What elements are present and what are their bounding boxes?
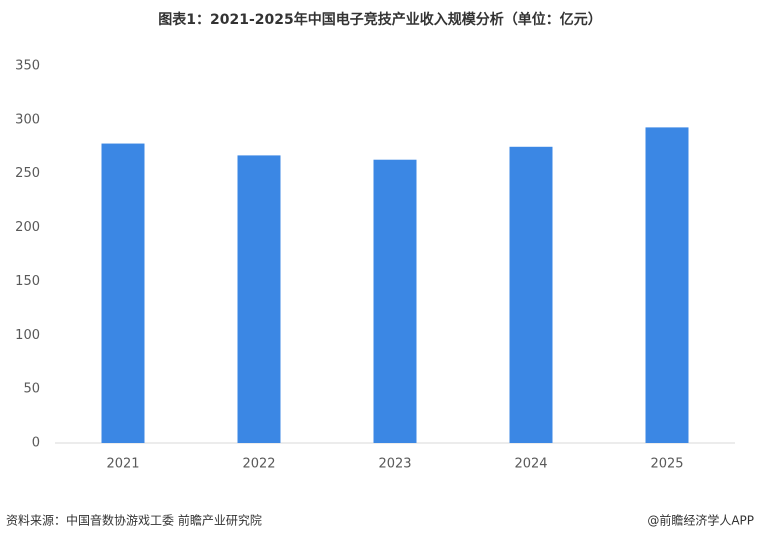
bar bbox=[101, 143, 145, 443]
bar bbox=[509, 146, 553, 444]
x-tick-label: 2021 bbox=[106, 457, 139, 472]
credit: @前瞻经济学人APP bbox=[647, 513, 754, 528]
y-tick-label: 300 bbox=[15, 112, 40, 127]
x-tick-label: 2022 bbox=[242, 457, 275, 472]
y-tick-label: 50 bbox=[23, 382, 40, 397]
y-tick-label: 100 bbox=[15, 328, 40, 343]
y-tick-label: 350 bbox=[15, 59, 40, 74]
bar bbox=[645, 127, 689, 443]
chart-title: 图表1：2021-2025年中国电子竞技产业收入规模分析（单位：亿元） bbox=[158, 11, 601, 28]
y-tick-label: 250 bbox=[15, 166, 40, 181]
bar bbox=[373, 159, 417, 443]
x-tick-label: 2023 bbox=[378, 457, 411, 472]
y-tick-label: 150 bbox=[15, 274, 40, 289]
y-tick-label: 0 bbox=[32, 436, 40, 451]
source-note: 资料来源：中国音数协游戏工委 前瞻产业研究院 bbox=[6, 513, 262, 528]
x-tick-label: 2024 bbox=[514, 457, 547, 472]
bar bbox=[237, 155, 281, 443]
x-tick-label: 2025 bbox=[650, 457, 683, 472]
y-tick-label: 200 bbox=[15, 220, 40, 235]
